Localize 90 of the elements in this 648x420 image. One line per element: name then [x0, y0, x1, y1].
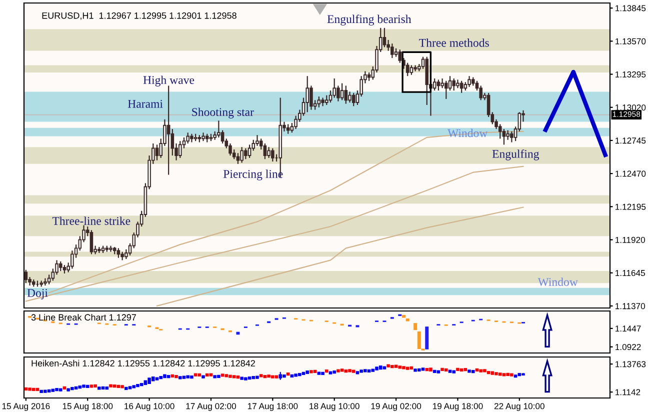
y-tick-label: 1.13570 — [616, 38, 646, 44]
candlestick — [340, 82, 344, 101]
candlestick — [506, 130, 510, 140]
y-tick-label: 1.13020 — [616, 104, 646, 111]
candlestick — [410, 64, 414, 76]
y-tick-label: 1.11370 — [616, 303, 646, 310]
annotation: Three methods — [419, 38, 489, 47]
line-series — [156, 206, 524, 307]
candlestick — [186, 132, 190, 144]
y-tick-label: 1.11920 — [616, 236, 646, 243]
candlestick — [228, 142, 232, 156]
annotation: Engulfing bearish — [327, 14, 412, 26]
candlestick — [332, 78, 336, 98]
candlestick — [263, 142, 267, 160]
chart-title: 3 Line Break Chart 1.1297 — [31, 314, 136, 321]
candlestick — [170, 128, 174, 156]
y-tick-label: 1.1447 — [616, 326, 641, 332]
y-tick-label: 1.13763 — [616, 361, 646, 368]
bar — [406, 318, 410, 322]
y-tick-label: 1.12745 — [616, 138, 646, 144]
candlestick — [116, 248, 120, 258]
candlestick — [166, 85, 170, 176]
candlestick — [460, 80, 464, 94]
candlestick — [236, 152, 240, 164]
x-tick-label: 16 Aug 10:00 — [124, 403, 174, 411]
candlestick — [240, 146, 244, 164]
candlestick — [317, 96, 321, 108]
candlestick — [479, 85, 482, 101]
candlestick — [24, 269, 28, 284]
candlestick — [344, 85, 348, 104]
candlestick — [178, 140, 182, 158]
candlestick — [90, 230, 94, 255]
x-tick-label: 18 Aug 10:00 — [310, 403, 360, 411]
x-tick-label: 22 Aug 10:00 — [494, 403, 544, 411]
candlestick — [452, 78, 456, 92]
candlestick — [328, 90, 332, 104]
annotation: Engulfing — [492, 149, 540, 160]
bar — [425, 326, 429, 350]
candlestick — [390, 43, 394, 59]
candlestick — [248, 144, 252, 158]
candlestick — [510, 130, 514, 143]
y-tick-label: 1.0922 — [616, 344, 641, 350]
candlestick — [271, 148, 274, 162]
annotation: Shooting star — [192, 108, 254, 118]
annotation: Window — [538, 278, 578, 286]
candlestick — [44, 278, 47, 286]
candlestick — [155, 144, 159, 161]
candlestick — [432, 78, 436, 92]
bar — [414, 323, 418, 330]
annotation: High wave — [143, 76, 194, 86]
annotation: Three-line strike — [52, 216, 130, 225]
candlestick — [306, 76, 310, 113]
x-tick-label: 15 Aug 18:00 — [62, 403, 113, 411]
x-tick-label: 17 Aug 18:00 — [248, 403, 298, 411]
y-tick-label: 1.13295 — [616, 71, 646, 78]
candlestick — [436, 79, 440, 92]
chart-title: Heiken-Ashi 1.12842 1.12955 1.12842 1.12995 1.12842 — [32, 360, 255, 366]
y-tick-label: 1.12470 — [616, 170, 646, 177]
candlestick — [217, 120, 220, 138]
candlestick — [398, 49, 402, 64]
y-tick-label: 1.12195 — [616, 204, 646, 210]
candlestick — [256, 134, 259, 146]
y-tick-label: 1.11645 — [616, 270, 645, 276]
text: EURUSD,H1 1.12967 1.12995 1.12901 1.12958 — [42, 12, 236, 20]
annotation: Doji — [27, 288, 48, 300]
annotation: Harami — [128, 100, 163, 108]
x-tick-label: 15 Aug 2016 — [2, 403, 50, 411]
y-tick-label: 1.13845 — [616, 5, 646, 12]
candlestick — [267, 146, 270, 158]
x-tick-label: 19 Aug 02:00 — [371, 403, 422, 411]
candlestick — [47, 274, 51, 285]
candlestick — [352, 92, 356, 107]
bar — [402, 314, 406, 318]
candlestick — [382, 27, 386, 48]
candlestick — [448, 76, 452, 92]
candlestick — [502, 128, 506, 146]
candlestick — [444, 80, 448, 100]
bar — [417, 331, 421, 350]
candlestick — [406, 62, 410, 77]
bar — [236, 332, 240, 335]
candlestick — [244, 148, 248, 160]
candlestick — [440, 78, 444, 89]
candlestick — [58, 260, 62, 272]
candlestick — [220, 130, 224, 144]
x-tick-label: 17 Aug 02:00 — [186, 403, 236, 411]
candlestick — [468, 76, 471, 88]
y-tick-label: 1.1142 — [616, 389, 640, 396]
candlestick — [324, 94, 328, 106]
x-tick-label: 19 Aug 18:00 — [432, 403, 483, 411]
candlestick — [348, 91, 352, 104]
